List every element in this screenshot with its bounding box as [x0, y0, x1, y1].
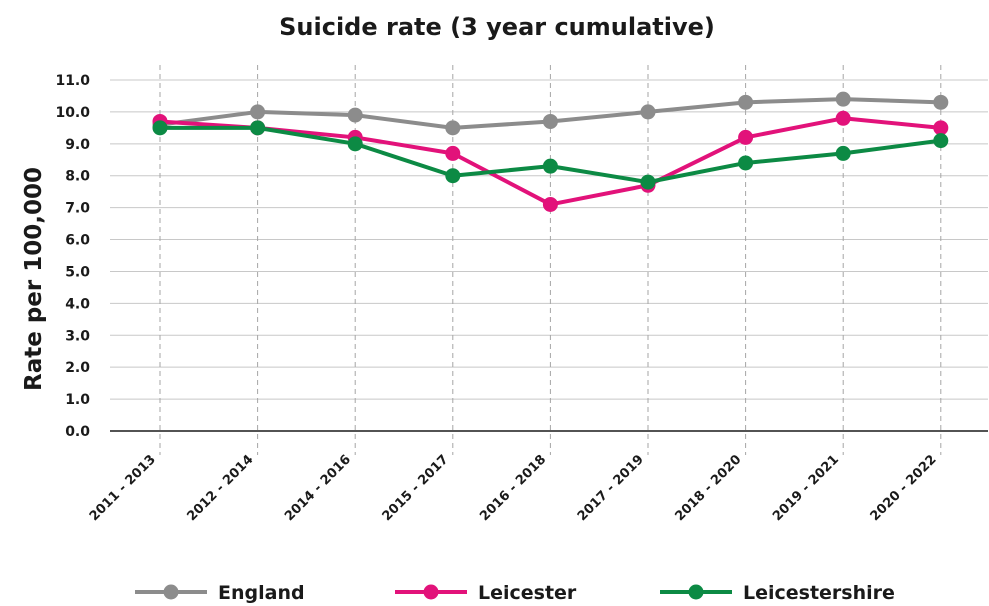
data-point: [933, 120, 949, 136]
legend-marker: [163, 584, 179, 600]
legend-marker: [423, 584, 439, 600]
data-point: [640, 104, 656, 120]
series-england: [152, 91, 949, 136]
data-point: [542, 158, 558, 174]
y-tick-label: 1.0: [65, 392, 90, 408]
y-tick-label: 3.0: [65, 328, 90, 344]
y-tick-label: 10.0: [55, 105, 90, 121]
x-tick-label: 2020 - 2022: [868, 452, 940, 524]
series-lines: [152, 91, 949, 212]
data-point: [738, 94, 754, 110]
legend: England Leicester Leicestershire: [135, 582, 895, 604]
data-point: [347, 136, 363, 152]
data-point: [933, 133, 949, 149]
legend-marker: [688, 584, 704, 600]
legend-item-leicestershire: Leicestershire: [660, 582, 895, 604]
data-point: [933, 94, 949, 110]
y-tick-label: 9.0: [65, 137, 90, 153]
y-tick-label: 7.0: [65, 201, 90, 217]
data-point: [738, 129, 754, 145]
data-point: [347, 107, 363, 123]
y-tick-label: 5.0: [65, 264, 90, 280]
x-tick-label: 2011 - 2013: [87, 452, 159, 524]
data-point: [250, 104, 266, 120]
data-point: [835, 145, 851, 161]
legend-label: England: [218, 582, 305, 604]
data-point: [445, 168, 461, 184]
legend-label: Leicester: [478, 582, 577, 604]
legend-label: Leicestershire: [743, 582, 895, 604]
y-tick-label: 11.0: [55, 73, 90, 89]
data-point: [152, 120, 168, 136]
data-point: [640, 174, 656, 190]
x-tick-label: 2015 - 2017: [380, 452, 452, 524]
data-point: [542, 196, 558, 212]
legend-item-leicester: Leicester: [395, 582, 577, 604]
data-point: [835, 110, 851, 126]
chart-title: Suicide rate (3 year cumulative): [279, 13, 715, 41]
data-point: [542, 113, 558, 129]
x-tick-label: 2016 - 2018: [477, 452, 549, 524]
x-tick-label: 2019 - 2021: [770, 452, 842, 524]
y-tick-label: 8.0: [65, 169, 90, 185]
data-point: [250, 120, 266, 136]
y-tick-label: 2.0: [65, 360, 90, 376]
series-leicestershire: [152, 120, 949, 190]
x-tick-label: 2012 - 2014: [184, 452, 256, 524]
data-point: [445, 145, 461, 161]
y-tick-label: 4.0: [65, 296, 90, 312]
x-tick-label: 2018 - 2020: [672, 452, 744, 524]
x-tick-label: 2014 - 2016: [282, 452, 354, 524]
data-point: [835, 91, 851, 107]
axes: 0.0 1.0 2.0 3.0 4.0 5.0 6.0 7.0 8.0 9.0 10.0 11.0 20…: [55, 73, 988, 524]
data-point: [445, 120, 461, 136]
x-tick-label: 2017 - 2019: [575, 452, 647, 524]
y-axis-label: Rate per 100,000: [21, 167, 47, 391]
y-tick-label: 0.0: [65, 424, 90, 440]
data-point: [738, 155, 754, 171]
legend-item-england: England: [135, 582, 305, 604]
y-tick-label: 6.0: [65, 233, 90, 249]
